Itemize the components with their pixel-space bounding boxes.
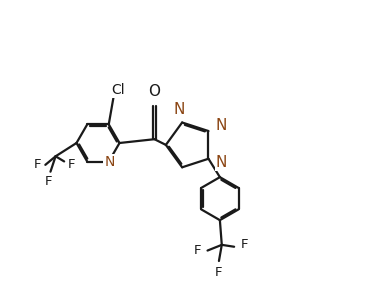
Text: N: N bbox=[216, 117, 227, 132]
Text: F: F bbox=[67, 158, 75, 171]
Text: F: F bbox=[45, 175, 52, 188]
Text: F: F bbox=[194, 244, 201, 257]
Text: O: O bbox=[149, 84, 160, 99]
Text: N: N bbox=[105, 155, 115, 169]
Text: F: F bbox=[240, 238, 248, 251]
Text: F: F bbox=[34, 158, 41, 171]
Text: N: N bbox=[173, 102, 185, 117]
Text: F: F bbox=[215, 266, 223, 279]
Text: Cl: Cl bbox=[111, 83, 125, 97]
Text: N: N bbox=[216, 155, 227, 170]
